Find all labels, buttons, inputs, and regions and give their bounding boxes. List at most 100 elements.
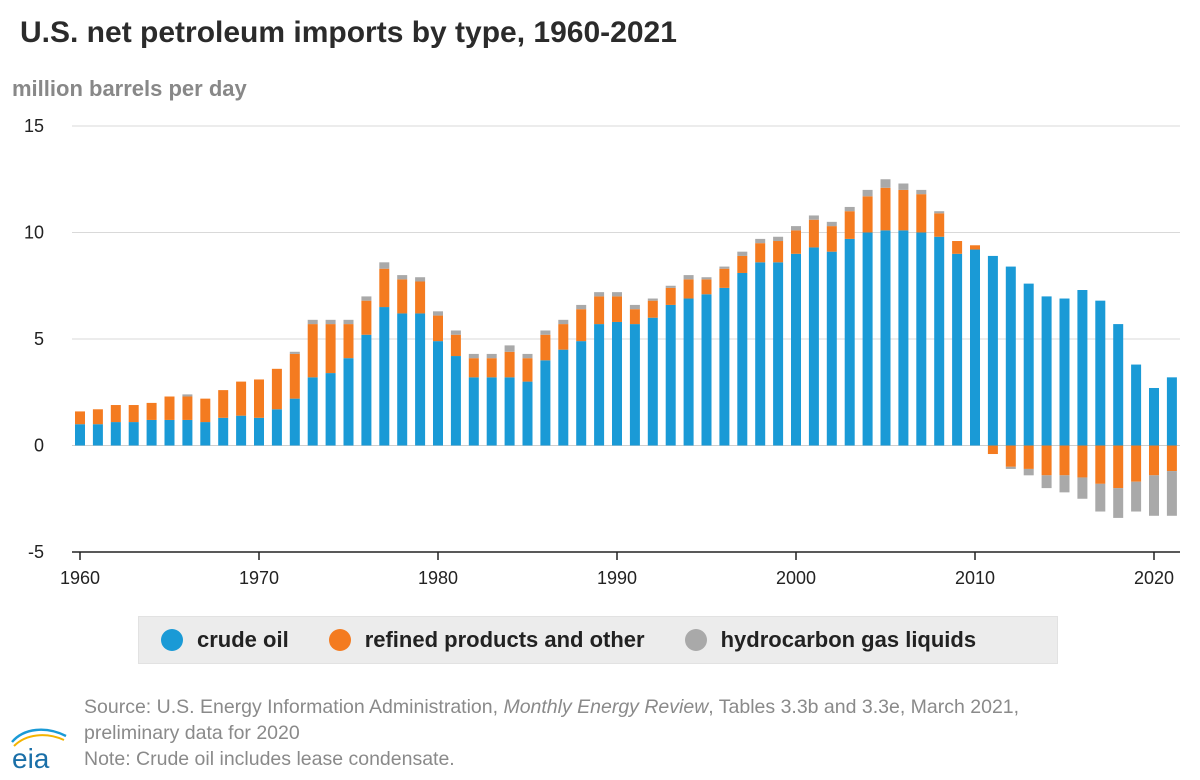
x-tick-label-1960: 1960 [60,568,100,588]
bar-hydrocarbon-2004 [862,189,873,197]
bar-refined-1964 [146,402,157,420]
bar-hydrocarbon-1974 [325,319,336,325]
eia-logo-text: eia [12,743,50,772]
bar-refined-2001 [808,219,819,248]
bar-hydrocarbon-2014 [1041,475,1052,489]
bar-refined-1965 [164,396,175,420]
bar-refined-1980 [433,315,443,342]
bar-hydrocarbon-2021 [1166,471,1177,516]
bar-hydrocarbon-2001 [808,215,819,220]
y-tick-label-5: 5 [34,329,44,349]
bar-crude-2012 [1005,266,1016,446]
data-note: Note: Crude oil includes lease condensat… [84,748,455,770]
bar-hydrocarbon-2018 [1113,488,1124,518]
bar-crude-1979 [415,313,426,446]
bar-crude-1978 [397,313,408,446]
bar-refined-1991 [629,309,640,325]
bar-refined-1999 [773,241,784,263]
eia-logo: eia [11,728,67,772]
bar-hydrocarbon-1996 [719,266,730,269]
bar-crude-1966 [182,419,193,446]
bar-refined-1975 [343,324,354,359]
bar-hydrocarbon-1981 [450,330,461,335]
bar-crude-1989 [594,324,605,446]
bar-refined-2006 [898,189,909,231]
bar-crude-1987 [558,349,569,446]
bar-hydrocarbon-2000 [791,226,801,231]
legend-swatch-hgl [684,629,707,651]
bar-refined-1981 [450,334,461,357]
bar-hydrocarbon-1999 [773,236,784,242]
bar-refined-2012 [1005,445,1016,467]
bar-hydrocarbon-1989 [594,292,605,297]
bar-crude-1999 [773,262,784,446]
bar-hydrocarbon-2007 [916,189,927,195]
bar-hydrocarbon-1976 [361,296,372,301]
bar-crude-1976 [361,334,372,446]
bar-crude-1964 [146,419,157,446]
y-tick-label-0: 0 [34,436,44,456]
bar-crude-1982 [468,377,479,446]
bar-crude-1990 [612,321,622,446]
x-tick-label-1970: 1970 [239,568,279,588]
bar-hydrocarbon-1982 [468,353,479,359]
chart-title: U.S. net petroleum imports by type, 1960… [20,16,677,49]
bar-refined-2019 [1131,445,1142,482]
bar-hydrocarbon-1975 [343,319,354,325]
bar-refined-1997 [737,255,748,273]
bar-hydrocarbon-1987 [558,319,569,325]
bar-refined-1960 [75,411,85,425]
bar-hydrocarbon-1979 [415,277,426,282]
bar-refined-1992 [647,300,658,318]
bar-refined-2015 [1059,445,1070,476]
bar-refined-2009 [952,241,963,254]
bar-refined-2005 [880,187,891,231]
legend-item-crude-oil: crude oil [161,627,289,653]
bar-refined-2002 [826,226,837,252]
bar-crude-2015 [1059,298,1070,446]
bar-crude-1995 [701,294,712,446]
bar-crude-1968 [218,417,229,446]
bar-hydrocarbon-1972 [289,351,300,354]
bar-refined-2010 [970,245,980,250]
bar-crude-2011 [987,255,998,446]
bar-crude-1985 [522,381,533,446]
y-tick-label--5: -5 [28,542,44,562]
bar-refined-1996 [719,268,730,288]
x-tick-label-1980: 1980 [418,568,458,588]
bar-refined-1986 [540,334,551,361]
bar-crude-1973 [307,377,318,446]
legend-label-refined-products: refined products and other [364,627,645,652]
bar-refined-1989 [594,296,605,325]
bar-refined-2020 [1149,445,1159,476]
bar-crude-1972 [289,398,300,446]
bar-refined-1990 [612,296,622,322]
bar-crude-1960 [75,424,85,446]
bar-crude-1965 [164,419,175,446]
source-publication: Monthly Energy Review [503,696,709,718]
bar-hydrocarbon-2015 [1059,475,1070,493]
y-tick-label-15: 15 [24,116,44,136]
bar-hydrocarbon-1978 [397,275,408,280]
y-tick-label-10: 10 [24,223,44,243]
bar-crude-1962 [110,422,121,446]
bar-refined-1984 [504,351,515,378]
bar-hydrocarbon-1985 [522,353,533,359]
bar-crude-2018 [1113,324,1124,446]
bar-crude-1992 [647,317,658,446]
bar-refined-1970 [254,379,264,418]
bar-hydrocarbon-2002 [826,221,837,227]
bar-refined-1971 [271,368,282,410]
legend-label-hgl: hydrocarbon gas liquids [720,627,977,652]
bar-crude-2009 [952,253,963,446]
bar-hydrocarbon-2017 [1095,483,1106,512]
bar-crude-1981 [450,356,461,446]
x-tick-label-2020: 2020 [1134,568,1174,588]
bar-refined-1978 [397,279,408,314]
bar-refined-1994 [683,279,694,299]
bar-refined-2011 [987,445,998,455]
bar-refined-1963 [128,405,139,423]
bar-hydrocarbon-1988 [576,304,587,310]
bar-crude-2017 [1095,300,1106,446]
bar-refined-2013 [1023,445,1034,469]
